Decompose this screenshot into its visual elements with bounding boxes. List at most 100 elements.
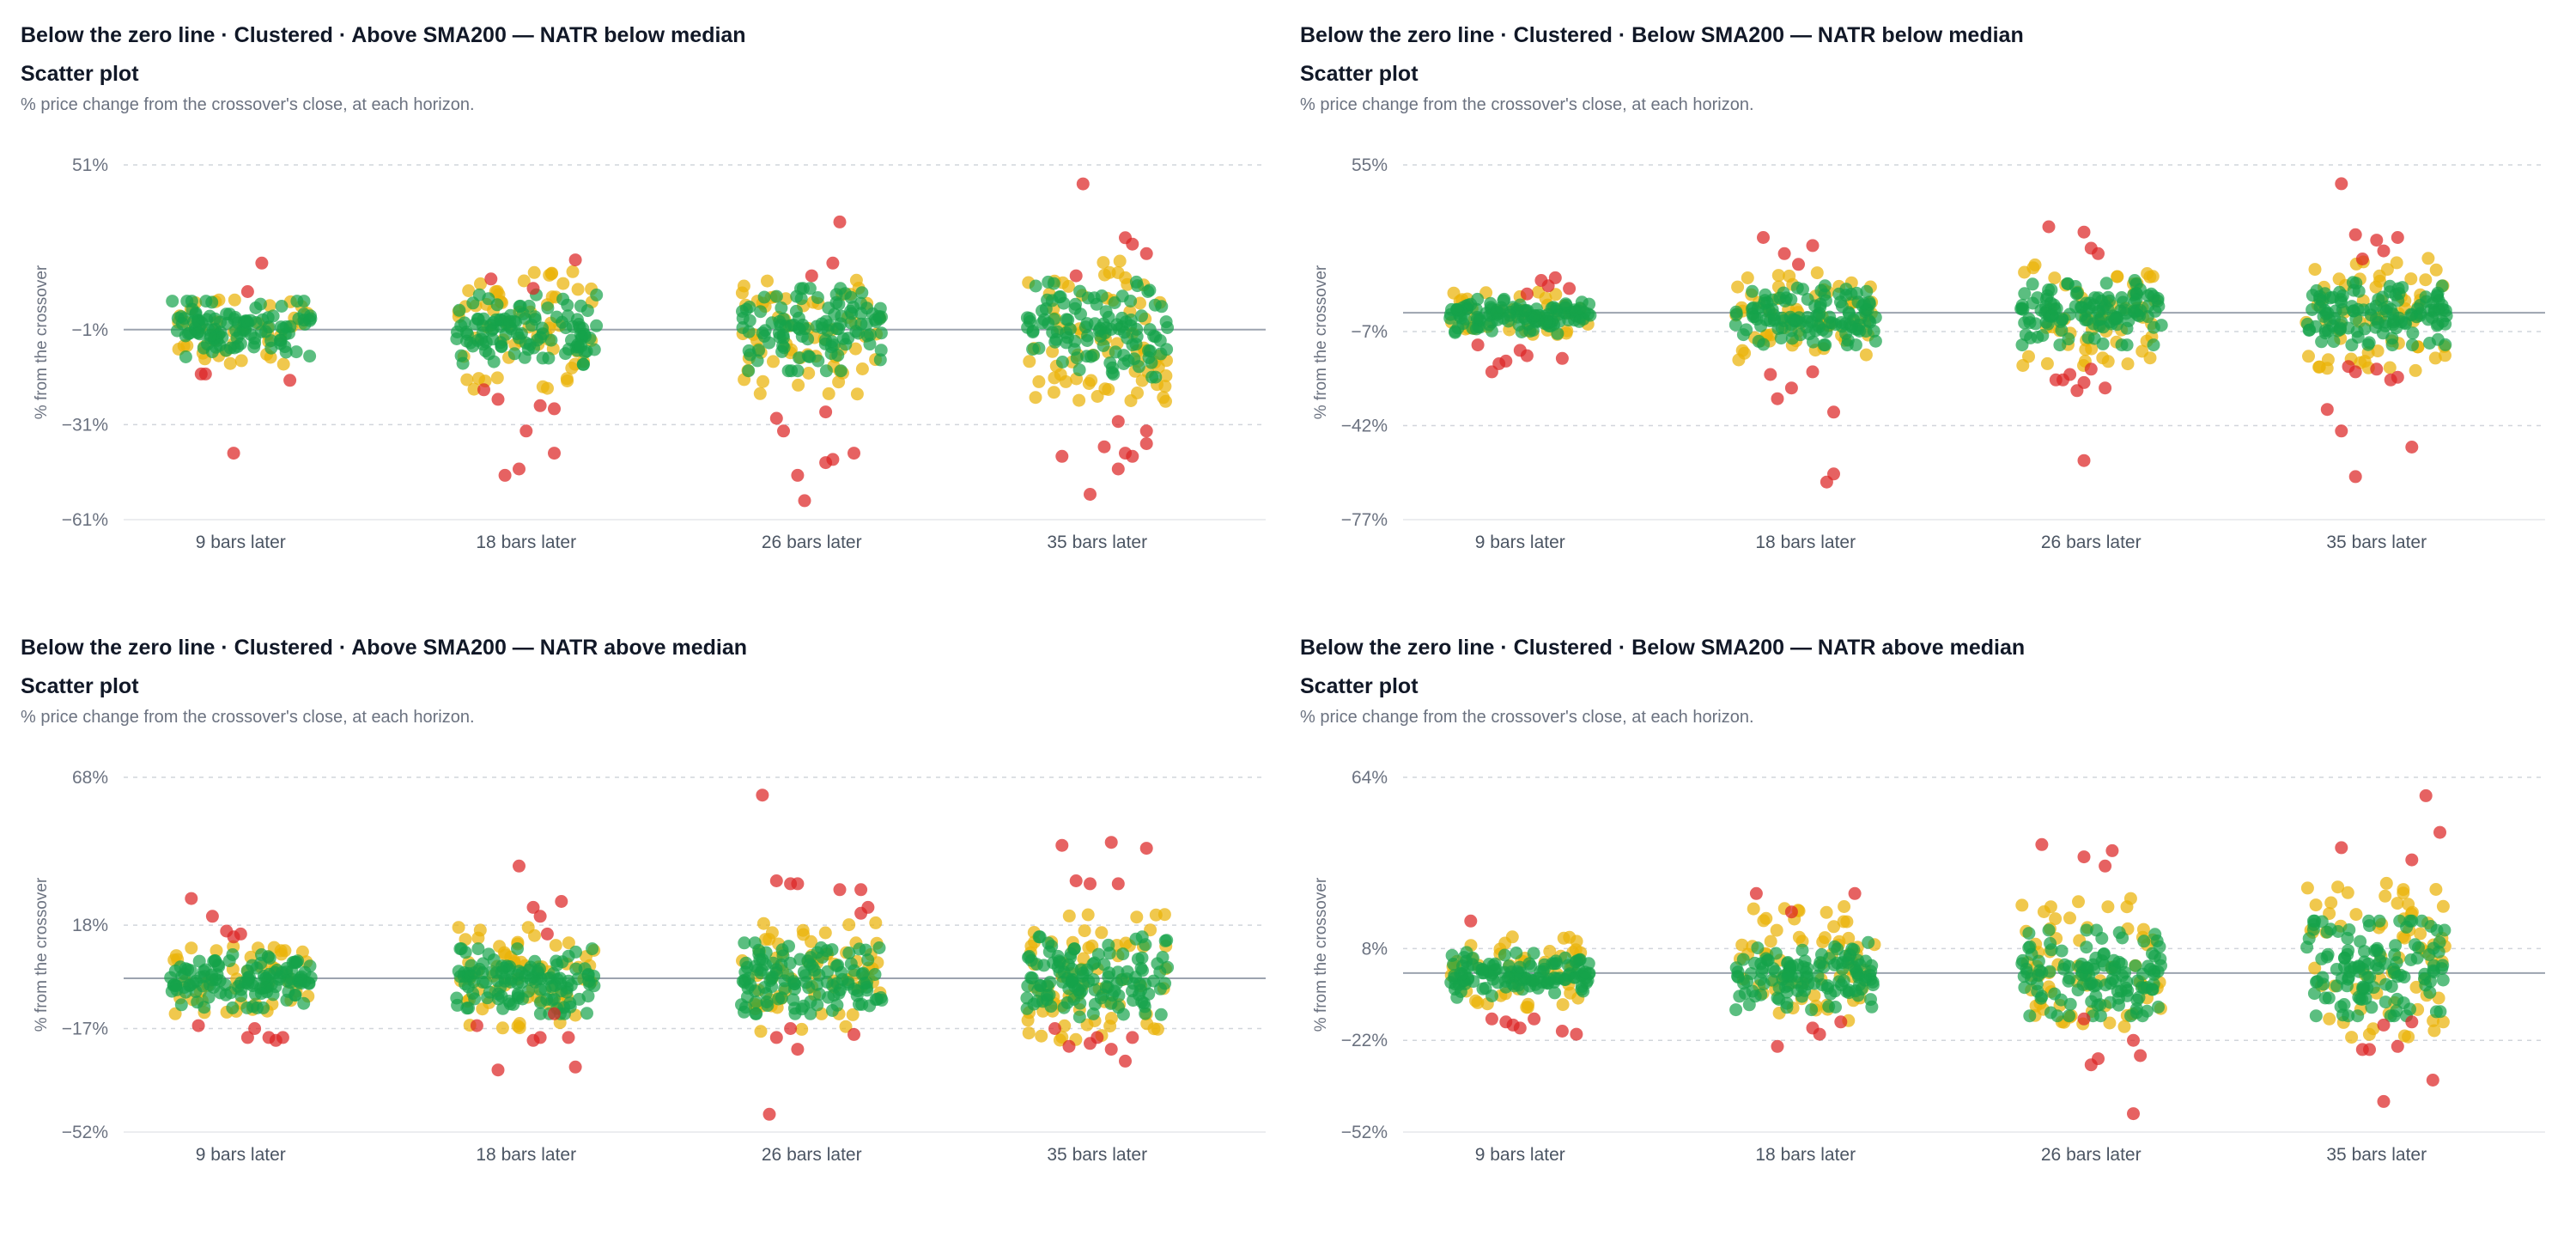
scatter-point-green — [829, 959, 843, 973]
scatter-point-red — [1471, 338, 1485, 352]
category-points — [2300, 788, 2451, 1108]
scatter-point-green — [202, 990, 216, 1004]
scatter-point-green — [205, 973, 219, 987]
scatter-point-green — [1516, 983, 1529, 996]
scatter-point-yellow — [274, 944, 288, 958]
scatter-point-green — [482, 292, 495, 306]
scatter-point-green — [804, 995, 817, 1008]
scatter-point-green — [743, 301, 756, 314]
scatter-point-green — [257, 1001, 270, 1014]
scatter-point-green — [838, 287, 852, 301]
scatter-point-yellow — [2111, 270, 2124, 283]
scatter-point-red — [848, 1027, 860, 1041]
scatter-point-red — [491, 1063, 505, 1077]
scatter-point-green — [1798, 983, 1812, 997]
scatter-point-green — [1127, 994, 1140, 1008]
chart-panel: Below the zero line · Clustered · Above … — [21, 631, 1291, 1233]
scatter-point-green — [1491, 976, 1504, 989]
scatter-point-green — [2134, 304, 2148, 317]
scatter-point-yellow — [846, 1008, 860, 1021]
scatter-point-yellow — [2117, 1020, 2131, 1033]
scatter-point-green — [2107, 953, 2121, 967]
scatter-point-yellow — [452, 921, 465, 935]
scatter-point-green — [754, 966, 768, 980]
scatter-point-yellow — [185, 941, 198, 955]
scatter-point-green — [2435, 279, 2449, 293]
scatter-point-green — [1153, 965, 1167, 979]
scatter-point-yellow — [2380, 263, 2394, 277]
scatter-point-yellow — [1102, 383, 1115, 396]
y-axis-title: % from the crossover — [1312, 265, 1330, 419]
scatter-point-green — [1837, 974, 1850, 988]
scatter-point-red — [2419, 788, 2433, 802]
scatter-point-green — [738, 936, 751, 950]
scatter-point-yellow — [473, 923, 487, 937]
scatter-point-green — [2369, 959, 2383, 972]
scatter-point-red — [2348, 365, 2362, 379]
scatter-point-green — [1862, 935, 1875, 949]
scatter-point-green — [1036, 304, 1048, 318]
scatter-point-green — [2099, 299, 2111, 313]
scatter-point-red — [1834, 1015, 1848, 1029]
scatter-point-green — [1139, 977, 1152, 991]
scatter-point-yellow — [1131, 387, 1144, 399]
scatter-point-green — [742, 971, 756, 985]
scatter-point-yellow — [2136, 922, 2150, 936]
scatter-point-yellow — [2028, 258, 2042, 271]
category-points — [1728, 231, 1882, 489]
scatter-point-green — [1862, 297, 1876, 311]
scatter-point-yellow — [1732, 353, 1746, 367]
category-points — [1443, 271, 1597, 379]
scatter-point-red — [1806, 365, 1820, 379]
scatter-point-red — [540, 927, 554, 941]
scatter-point-red — [1485, 1012, 1498, 1026]
scatter-point-green — [769, 289, 783, 303]
scatter-point-yellow — [795, 1022, 809, 1036]
scatter-point-green — [1046, 326, 1060, 339]
scatter-point-green — [187, 315, 200, 329]
scatter-point-green — [2327, 335, 2341, 349]
scatter-point-red — [2377, 1018, 2391, 1032]
scatter-point-green — [2310, 283, 2324, 297]
scatter-point-red — [568, 1060, 582, 1074]
scatter-point-red — [2335, 177, 2348, 191]
scatter-point-green — [1782, 968, 1795, 982]
scatter-point-yellow — [2309, 898, 2323, 912]
scatter-point-green — [468, 992, 482, 1006]
scatter-point-red — [1749, 886, 1763, 900]
y-tick-label: −1% — [71, 320, 108, 340]
scatter-point-green — [2418, 967, 2432, 981]
scatter-point-yellow — [490, 371, 504, 385]
scatter-point-green — [2087, 317, 2100, 331]
scatter-point-red — [1055, 449, 1069, 463]
scatter-point-green — [170, 324, 184, 338]
scatter-point-green — [1729, 305, 1743, 319]
scatter-point-yellow — [276, 357, 290, 371]
scatter-point-green — [830, 322, 844, 336]
scatter-point-green — [2429, 1005, 2443, 1019]
scatter-point-green — [2355, 993, 2369, 1006]
scatter-point-green — [258, 981, 272, 995]
scatter-point-red — [1757, 231, 1770, 244]
scatter-point-red — [1055, 838, 1069, 852]
scatter-point-green — [2376, 290, 2390, 304]
scatter-point-red — [2077, 225, 2091, 239]
scatter-point-red — [2077, 1012, 2091, 1026]
scatter-point-green — [2422, 948, 2436, 961]
scatter-point-yellow — [223, 356, 237, 370]
scatter-point-red — [777, 424, 790, 438]
scatter-point-green — [2313, 300, 2327, 314]
scatter-point-green — [1751, 301, 1765, 315]
scatter-point-red — [262, 1031, 276, 1044]
scatter-point-green — [1740, 323, 1753, 337]
scatter-point-green — [522, 299, 536, 313]
scatter-point-green — [1449, 325, 1462, 338]
scatter-point-yellow — [180, 339, 194, 352]
scatter-point-green — [1754, 988, 1768, 1002]
scatter-point-green — [1088, 997, 1102, 1011]
scatter-point-green — [2112, 998, 2125, 1012]
scatter-point-green — [1550, 972, 1564, 986]
scatter-point-green — [775, 991, 788, 1005]
scatter-point-red — [2049, 373, 2063, 387]
scatter-point-red — [2363, 1043, 2376, 1056]
